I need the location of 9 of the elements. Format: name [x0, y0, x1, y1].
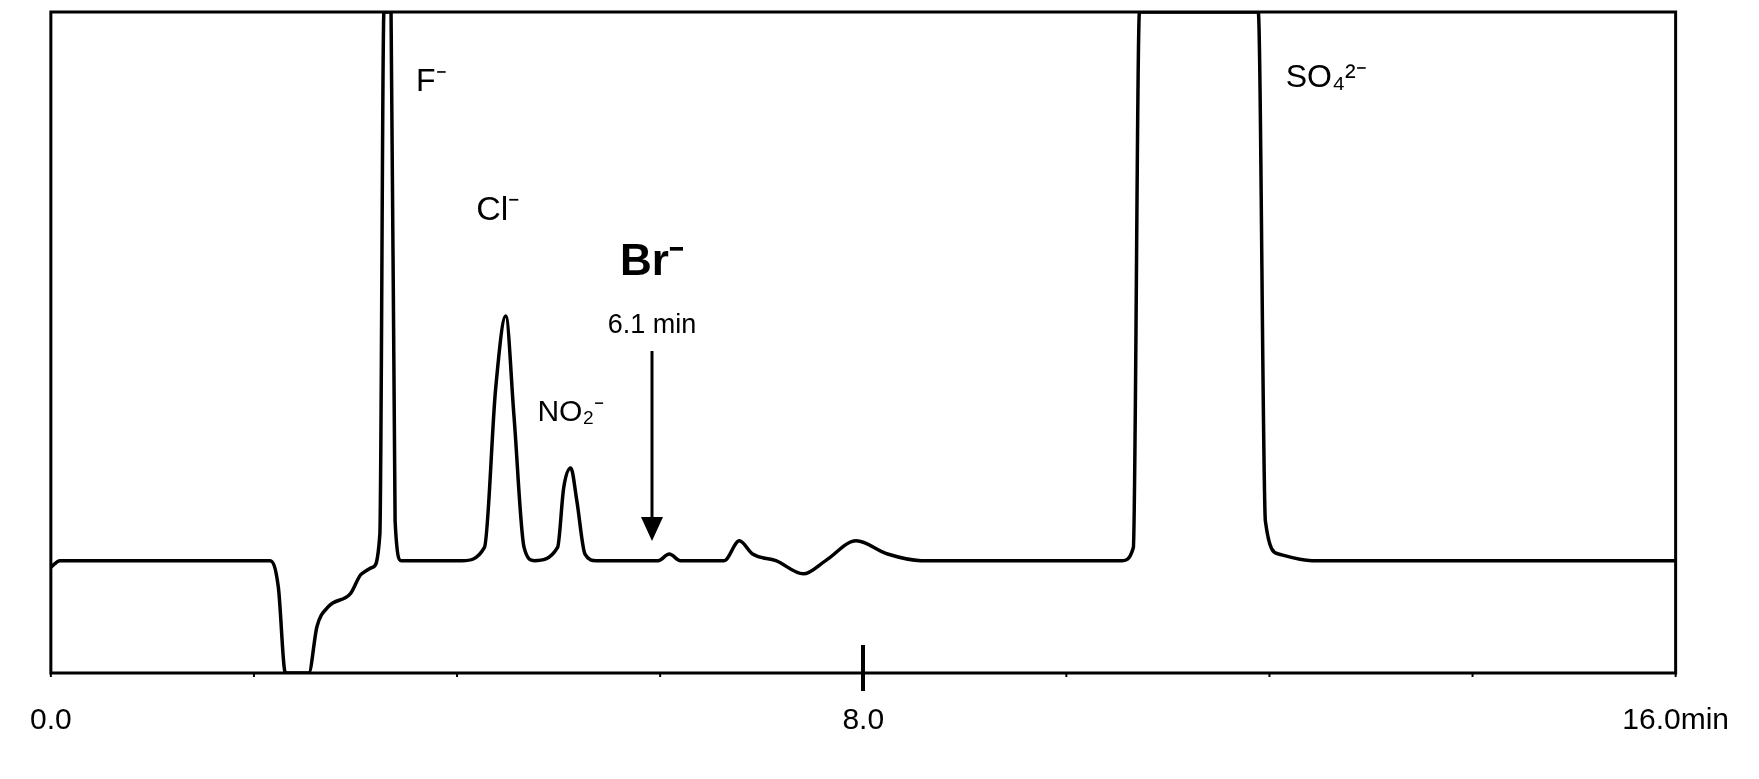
annotation: Cl⁻ [476, 189, 520, 228]
annotation: NO₂⁻ [537, 394, 605, 428]
annotation: F⁻ [415, 61, 447, 98]
x-tick-label: 16.0min [1622, 702, 1729, 736]
x-tick-label: 8.0 [842, 702, 885, 736]
x-tick-label: 0.0 [29, 702, 72, 736]
annotation: SO₄²⁻ [1285, 57, 1367, 94]
annotation: Br⁻ [620, 235, 684, 285]
annotation: 6.1 min [607, 309, 697, 340]
